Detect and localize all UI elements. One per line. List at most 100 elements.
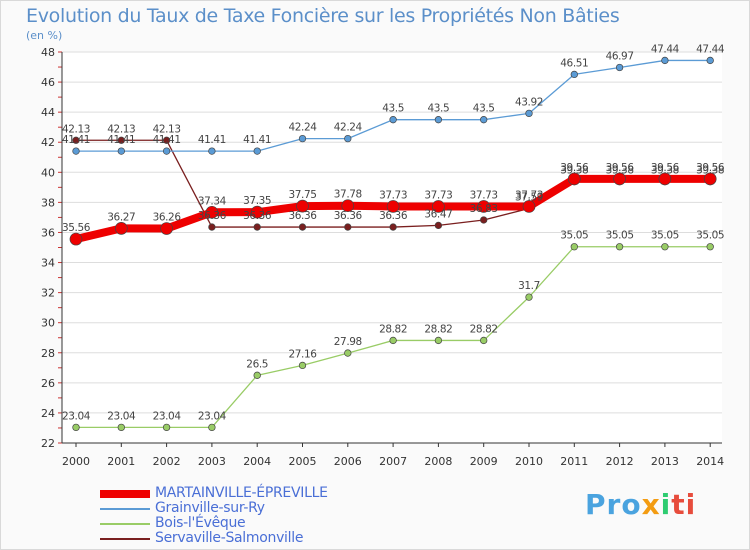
data-point bbox=[344, 134, 352, 143]
data-point bbox=[706, 243, 714, 251]
x-tick-label: 2003 bbox=[198, 455, 226, 468]
data-point bbox=[613, 172, 626, 186]
data-point bbox=[389, 336, 397, 345]
data-label: 35.56 bbox=[62, 222, 91, 234]
data-point bbox=[389, 223, 397, 231]
data-label: 39.56 bbox=[651, 162, 680, 174]
y-tick-label: 44 bbox=[41, 106, 55, 119]
data-label: 41.41 bbox=[107, 134, 135, 146]
data-point bbox=[117, 423, 125, 432]
data-point bbox=[114, 222, 128, 235]
data-label: 37.73 bbox=[424, 189, 452, 201]
data-label: 36.36 bbox=[198, 210, 227, 222]
data-point bbox=[344, 349, 352, 357]
data-label: 39.38 bbox=[696, 165, 724, 177]
data-point bbox=[208, 223, 216, 231]
data-point bbox=[480, 216, 488, 224]
data-label: 36.26 bbox=[153, 212, 182, 224]
data-point bbox=[434, 221, 443, 230]
y-tick-label: 28 bbox=[41, 347, 55, 360]
data-label: 42.13 bbox=[153, 123, 181, 135]
data-label: 42.13 bbox=[62, 123, 90, 135]
y-tick-label: 26 bbox=[41, 377, 55, 390]
data-label: 35.05 bbox=[606, 230, 634, 242]
data-point bbox=[344, 223, 352, 231]
data-point bbox=[160, 222, 173, 235]
data-label: 36.36 bbox=[288, 210, 317, 222]
legend-label: Servaville-Salmonville bbox=[155, 530, 304, 546]
data-label: 35.05 bbox=[696, 230, 724, 242]
data-label: 36.36 bbox=[379, 210, 408, 222]
data-label: 37.34 bbox=[198, 195, 227, 207]
y-tick-label: 30 bbox=[41, 317, 55, 330]
data-point bbox=[386, 200, 400, 213]
data-point bbox=[69, 232, 83, 246]
x-tick-label: 2014 bbox=[696, 455, 724, 468]
data-label: 39.56 bbox=[606, 162, 635, 174]
legend-label: MARTAINVILLE-ÉPREVILLE bbox=[155, 485, 328, 501]
data-point bbox=[570, 243, 578, 251]
data-label: 26.5 bbox=[246, 358, 268, 370]
legend-label: Bois-l'Évêque bbox=[155, 515, 246, 531]
data-point bbox=[253, 147, 261, 155]
legend-label: Grainville-sur-Ry bbox=[155, 500, 265, 516]
data-point bbox=[658, 172, 672, 186]
data-label: 36.47 bbox=[424, 208, 452, 220]
data-point bbox=[250, 205, 264, 219]
data-label: 42.13 bbox=[107, 123, 135, 135]
data-label: 42.24 bbox=[334, 122, 363, 134]
data-label: 41.41 bbox=[198, 134, 226, 146]
data-label: 41.41 bbox=[62, 134, 90, 146]
data-label: 47.44 bbox=[651, 43, 680, 55]
data-point bbox=[72, 136, 80, 144]
data-point bbox=[162, 423, 171, 432]
data-point bbox=[615, 63, 624, 72]
data-point bbox=[296, 199, 309, 213]
legend-swatch bbox=[100, 523, 150, 525]
data-point bbox=[298, 134, 307, 143]
x-tick-label: 2009 bbox=[470, 455, 498, 468]
data-point bbox=[706, 56, 714, 65]
data-label: 37.73 bbox=[515, 189, 543, 201]
data-point bbox=[253, 223, 261, 231]
data-label: 35.05 bbox=[560, 230, 588, 242]
data-point bbox=[432, 200, 445, 213]
data-label: 31.7 bbox=[518, 280, 540, 292]
data-point bbox=[162, 147, 171, 155]
x-tick-label: 2004 bbox=[243, 455, 271, 468]
y-tick-label: 24 bbox=[41, 407, 55, 420]
y-tick-label: 36 bbox=[41, 226, 55, 239]
data-label: 28.82 bbox=[379, 323, 407, 335]
y-tick-label: 40 bbox=[41, 166, 55, 179]
data-point bbox=[480, 336, 488, 345]
data-label: 46.51 bbox=[560, 57, 588, 69]
data-label: 39.56 bbox=[560, 162, 589, 174]
data-label: 46.97 bbox=[606, 50, 634, 62]
data-point bbox=[117, 136, 125, 144]
data-point bbox=[522, 200, 536, 213]
proxiti-logo: Proxiti bbox=[585, 488, 697, 521]
y-tick-label: 22 bbox=[41, 437, 55, 450]
y-tick-label: 46 bbox=[41, 76, 55, 89]
data-point bbox=[341, 199, 355, 213]
x-tick-label: 2006 bbox=[334, 455, 362, 468]
data-point bbox=[570, 70, 578, 79]
data-label: 43.5 bbox=[473, 103, 495, 115]
y-axis-unit: (en %) bbox=[26, 29, 63, 42]
data-label: 37.73 bbox=[470, 189, 498, 201]
y-tick-label: 42 bbox=[41, 136, 55, 149]
data-point bbox=[480, 116, 488, 124]
data-label: 28.82 bbox=[424, 323, 452, 335]
x-tick-label: 2007 bbox=[379, 455, 407, 468]
data-label: 36.83 bbox=[470, 203, 498, 215]
data-point bbox=[72, 147, 80, 155]
data-point bbox=[525, 293, 533, 301]
data-point bbox=[477, 200, 491, 213]
data-label: 23.04 bbox=[107, 410, 136, 422]
data-point bbox=[72, 423, 80, 432]
chart-title: Evolution du Taux de Taxe Foncière sur l… bbox=[26, 5, 620, 27]
data-label: 37.35 bbox=[243, 195, 271, 207]
data-label: 39.38 bbox=[651, 165, 679, 177]
data-label: 36.36 bbox=[243, 210, 272, 222]
y-tick-label: 34 bbox=[41, 257, 55, 270]
